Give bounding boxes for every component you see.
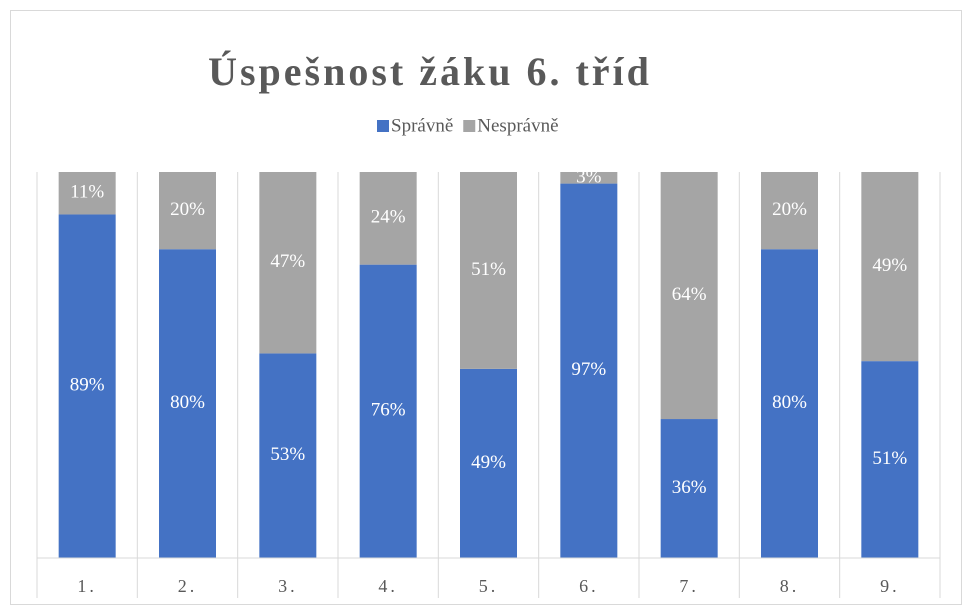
bar-segment	[58, 172, 116, 215]
bar-segment	[861, 361, 919, 558]
bar-segment	[58, 214, 116, 558]
x-tick-label: 9.	[880, 576, 900, 596]
bar-segment	[560, 172, 618, 184]
bar-segment	[660, 172, 718, 420]
value-label: 76%	[371, 400, 406, 421]
value-label: 64%	[672, 284, 707, 305]
value-label: 36%	[672, 477, 707, 498]
x-tick-label: 3.	[278, 576, 298, 596]
legend-swatch	[377, 120, 389, 132]
value-label: 47%	[270, 251, 305, 272]
x-tick-label: 8.	[780, 576, 800, 596]
value-label: 51%	[471, 259, 506, 280]
value-label: 3%	[576, 166, 602, 187]
bar-segment	[660, 419, 718, 558]
x-tick-label: 1.	[77, 576, 97, 596]
bar-segment	[761, 249, 818, 558]
value-label: 49%	[872, 255, 907, 276]
value-label: 89%	[70, 375, 105, 396]
x-tick-label: 2.	[178, 576, 198, 596]
bar-segment	[861, 172, 919, 362]
legend-label: Správně	[391, 115, 453, 136]
chart-title: Úspešnost žáku 6. tříd	[208, 49, 652, 94]
bar-segment	[359, 172, 417, 265]
value-label: 11%	[70, 182, 104, 203]
bar-segment	[460, 172, 517, 369]
x-tick-label: 6.	[579, 576, 599, 596]
value-label: 53%	[270, 444, 305, 465]
value-label: 80%	[772, 392, 807, 413]
legend-swatch	[463, 120, 476, 132]
bar-segment	[159, 172, 216, 250]
value-label: 24%	[371, 207, 406, 228]
value-label: 97%	[571, 359, 606, 380]
value-label: 20%	[170, 199, 205, 220]
x-tick-label: 5.	[479, 576, 499, 596]
value-label: 20%	[772, 199, 807, 220]
legend-label: Nesprávně	[477, 115, 558, 136]
bar-segment	[560, 183, 618, 558]
bar-segment	[761, 172, 818, 250]
bar-segment	[159, 249, 216, 558]
bar-segment	[259, 172, 317, 354]
x-tick-label: 7.	[679, 576, 699, 596]
bar-segment	[259, 353, 317, 558]
bar-segment	[359, 264, 417, 558]
value-label: 80%	[170, 392, 205, 413]
x-tick-label: 4.	[378, 576, 398, 596]
value-label: 51%	[872, 448, 907, 469]
value-label: 49%	[471, 452, 506, 473]
bar-segment	[460, 368, 517, 558]
